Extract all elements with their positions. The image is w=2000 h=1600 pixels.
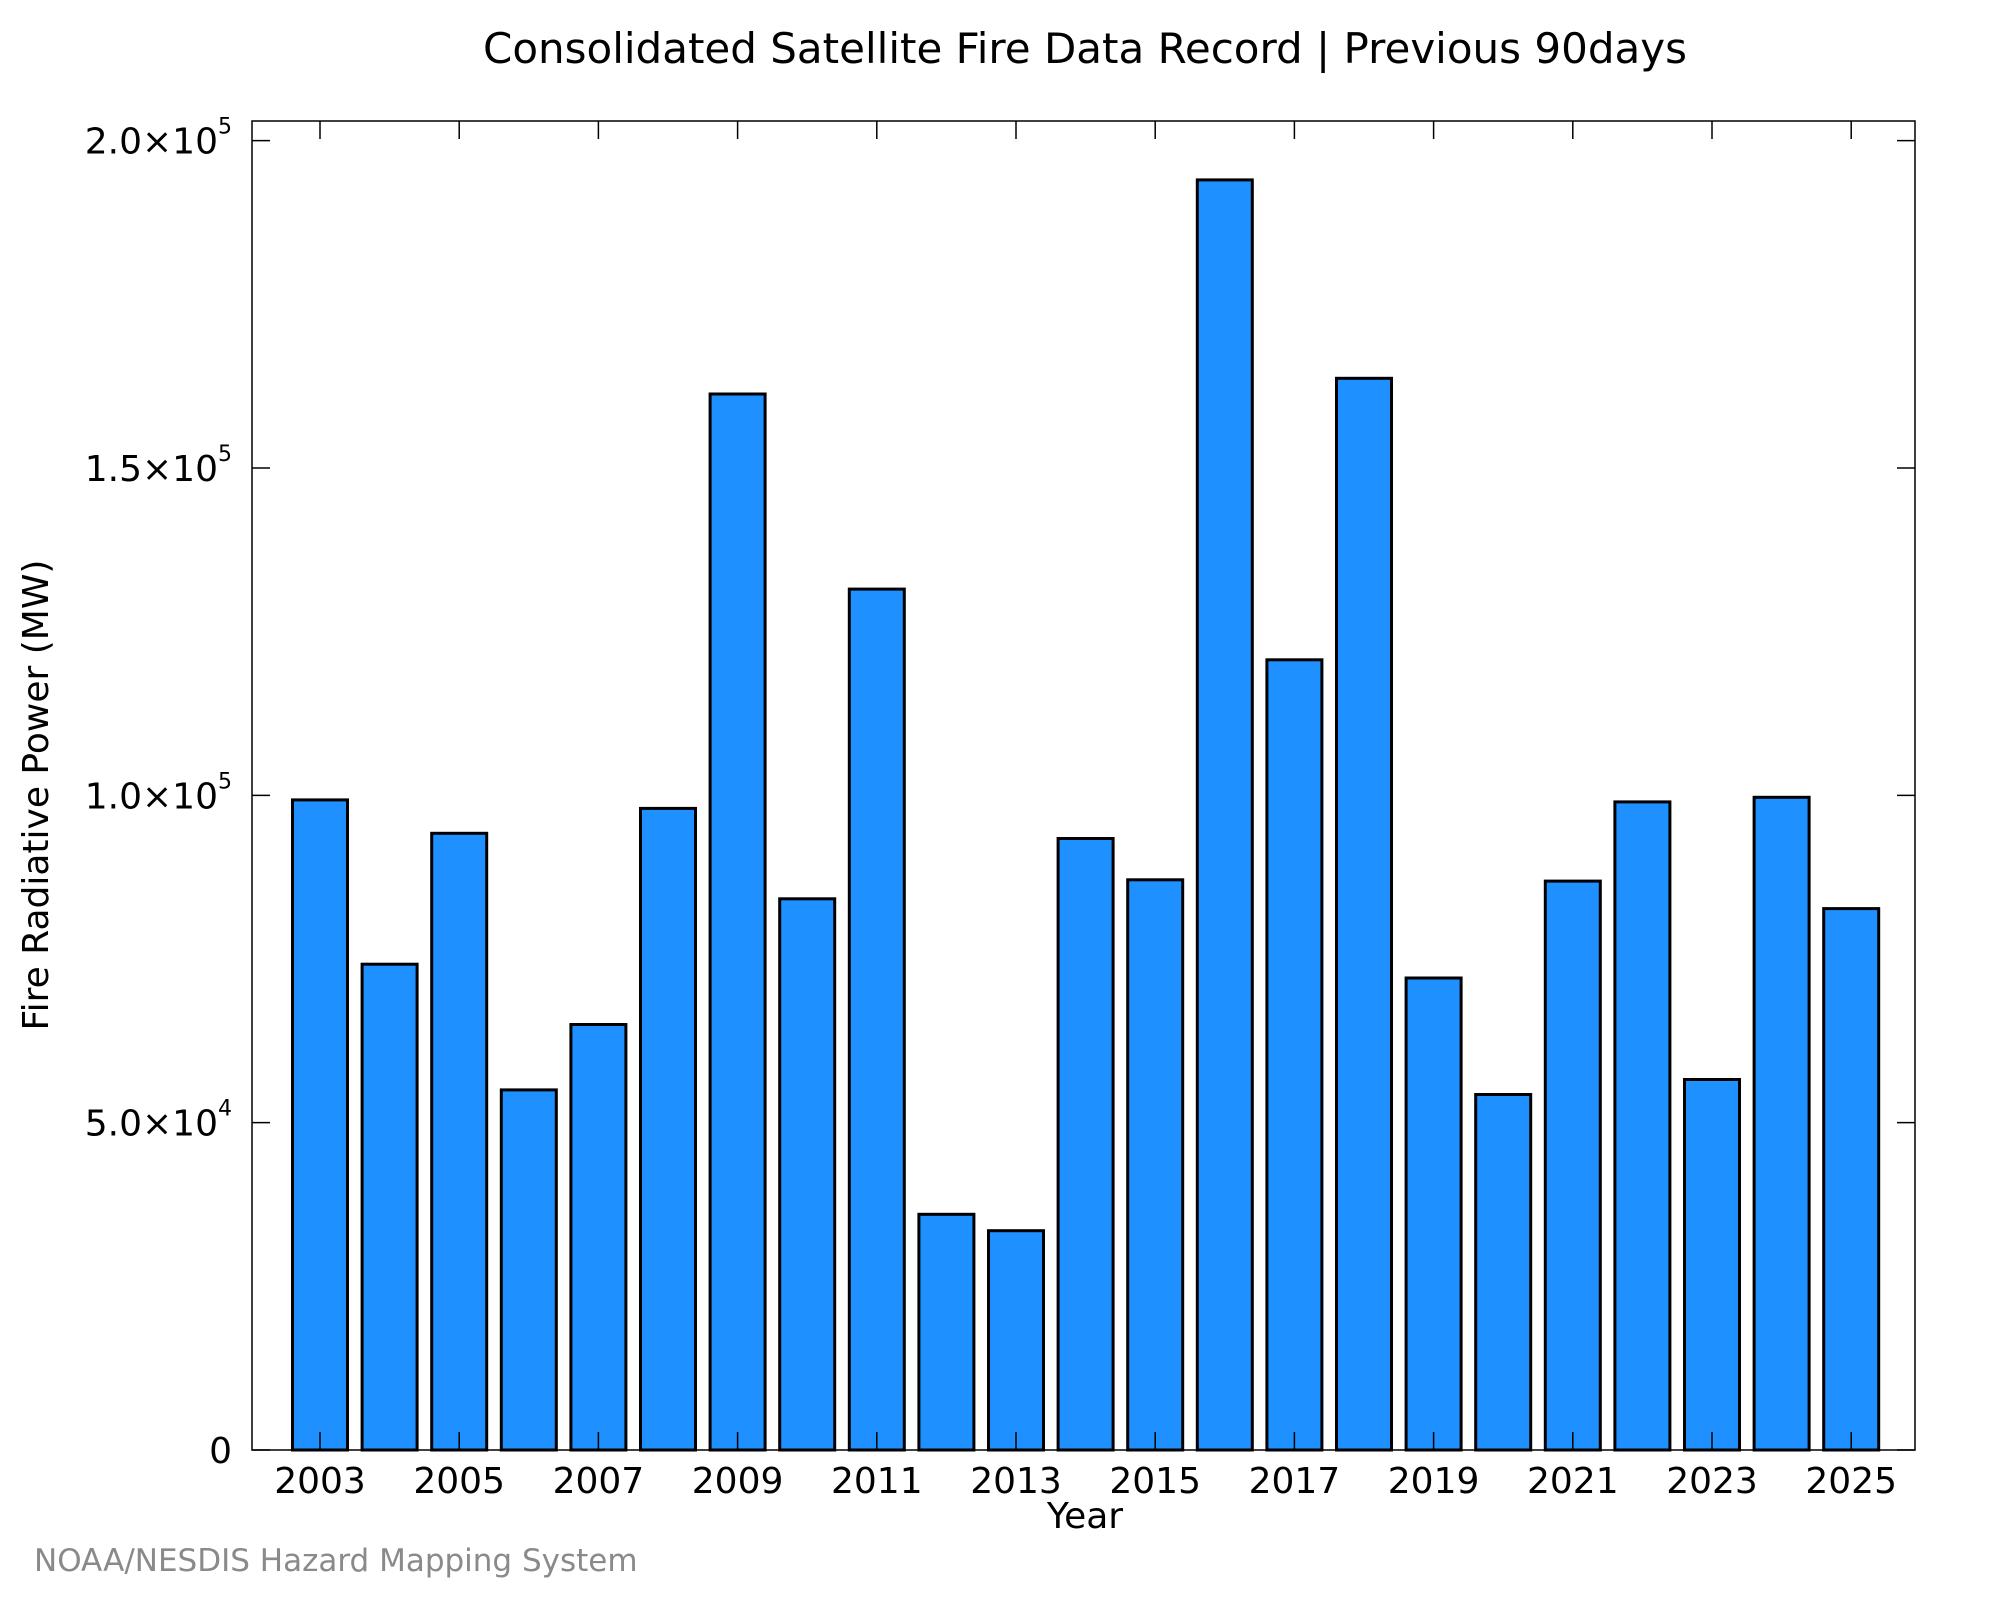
x-tick-label-2005: 2005 — [413, 1461, 505, 1502]
ticks-group — [252, 121, 1915, 1451]
bar-2011 — [847, 587, 906, 1452]
x-tick-label-2017: 2017 — [1249, 1461, 1341, 1502]
y-tick-label: 2.0×105 — [85, 115, 232, 163]
bar-2025 — [1822, 907, 1881, 1452]
x-tick-label-2009: 2009 — [692, 1461, 784, 1502]
bar-2021 — [1543, 879, 1602, 1452]
bar-2023 — [1683, 1078, 1741, 1452]
bar-2012 — [917, 1212, 976, 1452]
x-tick-labels: 2003 2005 2007 2009 2011 2013 2015 2017 2019 2021… — [274, 1461, 1897, 1502]
bar-2004 — [360, 962, 419, 1452]
source-credit: NOAA/NESDIS Hazard Mapping System — [34, 1543, 638, 1579]
y-tick-label: 0 — [209, 1431, 232, 1472]
plot-frame — [251, 120, 1916, 1451]
bar-2013 — [987, 1229, 1045, 1452]
bar-2024 — [1752, 795, 1811, 1452]
bar-2014 — [1056, 837, 1115, 1452]
bar-2003 — [291, 798, 349, 1452]
x-tick-label-2011: 2011 — [831, 1461, 923, 1502]
y-tick-label: 1.0×105 — [85, 769, 232, 817]
chart-title: Consolidated Satellite Fire Data Record … — [483, 24, 1687, 73]
bar-2006 — [499, 1088, 558, 1452]
bar-2019 — [1404, 976, 1463, 1452]
y-axis-label: Fire Radiative Power (MW) — [16, 560, 57, 1031]
x-tick-label-2007: 2007 — [553, 1461, 645, 1502]
bar-2018 — [1335, 376, 1393, 1452]
y-tick-label: 1.5×105 — [85, 442, 232, 490]
bar-2009 — [708, 392, 767, 1452]
x-tick-label-2015: 2015 — [1109, 1461, 1201, 1502]
y-tick-label: 5.0×104 — [85, 1097, 232, 1145]
bar-2007 — [569, 1023, 628, 1452]
x-tick-label-2013: 2013 — [970, 1461, 1062, 1502]
x-axis-label: Year — [1046, 1496, 1123, 1537]
bar-2016 — [1195, 178, 1254, 1452]
bar-2020 — [1474, 1093, 1533, 1452]
x-tick-label-2021: 2021 — [1527, 1461, 1619, 1502]
y-tick-labels: 0 5.0×104 1.0×105 1.5×105 2.0×105 — [85, 115, 232, 1472]
bar-2022 — [1613, 800, 1672, 1452]
bar-2010 — [778, 897, 837, 1452]
bar-2008 — [639, 806, 697, 1452]
x-tick-label-2003: 2003 — [274, 1461, 366, 1502]
bar-2015 — [1126, 878, 1185, 1452]
bar-2005 — [430, 831, 489, 1452]
x-tick-label-2025: 2025 — [1805, 1461, 1897, 1502]
x-tick-label-2023: 2023 — [1666, 1461, 1758, 1502]
bar-2017 — [1265, 658, 1324, 1452]
bars-group — [291, 178, 1881, 1452]
x-tick-label-2019: 2019 — [1388, 1461, 1480, 1502]
